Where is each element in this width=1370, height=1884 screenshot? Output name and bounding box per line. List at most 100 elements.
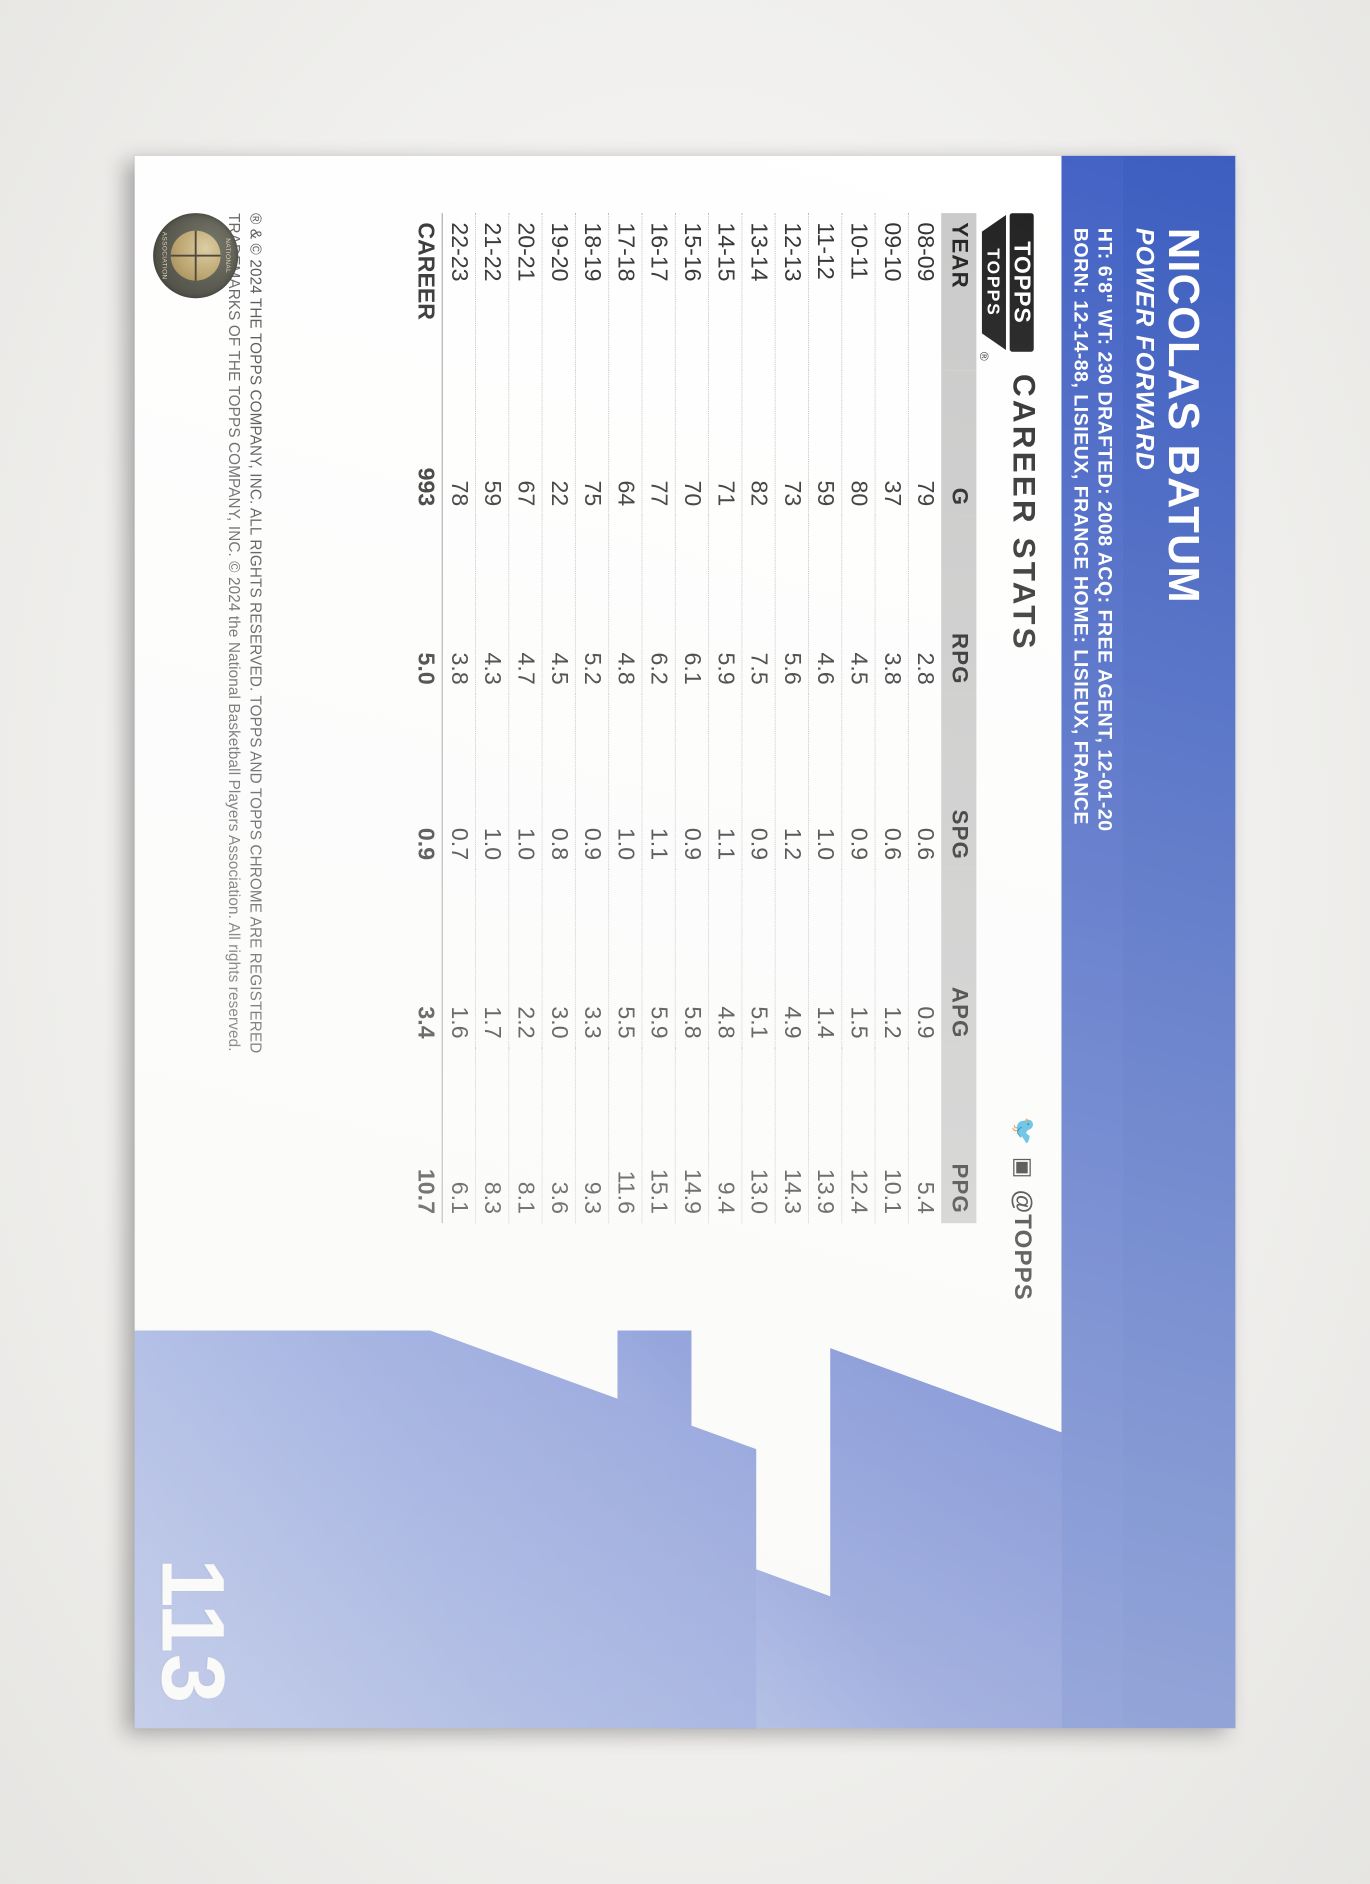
cell-ppg: 9.4 — [708, 1047, 742, 1224]
social-handle: @TOPPS — [1009, 1189, 1038, 1301]
table-row: 14-15 71 5.9 1.1 4.8 9.4 — [708, 213, 742, 1224]
player-name: NICOLAS BATUM — [1159, 227, 1209, 604]
cell-apg: 1.7 — [475, 869, 509, 1048]
cell-spg: 1.0 — [475, 693, 509, 870]
col-header-rpg: RPG — [941, 515, 977, 694]
table-row: 12-13 73 5.6 1.2 4.9 14.3 — [775, 213, 809, 1224]
cell-ppg: 13.0 — [741, 1047, 776, 1224]
cell-year: 12-13 — [775, 213, 809, 371]
cell-spg: 1.0 — [608, 693, 642, 870]
cell-rpg: 6.2 — [641, 515, 676, 694]
table-row: 10-11 80 4.5 0.9 1.5 12.4 — [841, 213, 876, 1224]
cell-spg: 1.1 — [641, 693, 676, 870]
legal-text: ® & © 2024 THE TOPPS COMPANY, INC. ALL R… — [223, 213, 264, 1147]
table-row: 16-17 77 6.2 1.1 5.9 15.1 — [641, 213, 676, 1224]
cell-apg: 5.5 — [608, 869, 642, 1048]
cell-rpg: 4.6 — [808, 515, 842, 694]
cell-g: 993 — [409, 370, 443, 516]
cell-year: 11-12 — [808, 213, 842, 371]
cell-apg: 2.2 — [508, 869, 543, 1048]
cell-spg: 0.9 — [741, 693, 776, 870]
nbpa-top-text: NATIONAL — [224, 238, 231, 274]
cell-ppg: 12.4 — [841, 1047, 876, 1224]
cell-spg: 0.9 — [575, 693, 609, 870]
cell-g: 67 — [508, 370, 543, 516]
cell-apg: 3.4 — [409, 869, 443, 1048]
player-bio-strip: HT: 6'8" WT: 230 DRAFTED: 2008 ACQ: FREE… — [1061, 155, 1123, 1729]
cell-apg: 5.8 — [675, 869, 709, 1048]
cell-ppg: 9.3 — [575, 1047, 609, 1224]
table-row: 20-21 67 4.7 1.0 2.2 8.1 — [508, 213, 543, 1224]
cell-year: 13-14 — [741, 213, 776, 371]
cell-ppg: 6.1 — [442, 1047, 476, 1224]
table-row: 11-12 59 4.6 1.0 1.4 13.9 — [808, 213, 842, 1224]
cell-spg: 0.8 — [542, 693, 576, 870]
cell-ppg: 11.6 — [608, 1047, 642, 1224]
cell-ppg: 10.1 — [875, 1047, 909, 1224]
col-header-ppg: PPG — [941, 1047, 977, 1224]
cell-spg: 0.9 — [841, 693, 876, 870]
table-row: 22-23 78 3.8 0.7 1.6 6.1 — [442, 213, 476, 1224]
cell-ppg: 8.3 — [475, 1047, 509, 1224]
cell-rpg: 3.8 — [442, 515, 476, 694]
table-row: 21-22 59 4.3 1.0 1.7 8.3 — [475, 213, 509, 1224]
trading-card-back: NICOLAS BATUM POWER FORWARD HT: 6'8" WT:… — [134, 155, 1236, 1729]
cell-ppg: 3.6 — [542, 1047, 576, 1224]
cell-rpg: 5.6 — [775, 515, 809, 694]
cell-ppg: 13.9 — [808, 1047, 842, 1224]
cell-year: 09-10 — [875, 213, 909, 371]
cell-spg: 0.6 — [908, 693, 942, 870]
cell-spg: 0.9 — [409, 693, 443, 870]
svg-text:TOPPS: TOPPS — [1009, 241, 1035, 324]
cell-year: 20-21 — [508, 213, 543, 371]
cell-apg: 1.5 — [841, 869, 876, 1048]
cell-rpg: 4.5 — [542, 515, 576, 694]
cell-year: 10-11 — [841, 213, 876, 371]
cell-ppg: 5.4 — [908, 1047, 942, 1224]
cell-g: 75 — [575, 370, 609, 516]
cell-g: 78 — [442, 370, 476, 516]
cell-apg: 3.3 — [575, 869, 609, 1048]
cell-apg: 0.9 — [908, 869, 942, 1048]
cell-g: 70 — [675, 370, 709, 516]
cell-year: 17-18 — [608, 213, 642, 371]
cell-rpg: 2.8 — [908, 515, 942, 694]
cell-year: 19-20 — [542, 213, 576, 371]
career-total-row: CAREER 993 5.0 0.9 3.4 10.7 — [409, 213, 443, 1224]
cell-apg: 1.2 — [875, 869, 909, 1048]
cell-g: 71 — [708, 370, 742, 516]
bio-line-physical: HT: 6'8" WT: 230 DRAFTED: 2008 ACQ: FREE… — [1094, 227, 1116, 832]
cell-g: 37 — [875, 370, 909, 516]
svg-text:TOPPS: TOPPS — [983, 248, 1003, 316]
col-header-year: YEAR — [941, 213, 977, 371]
cell-spg: 1.0 — [808, 693, 842, 870]
registered-mark: ® — [977, 351, 992, 361]
table-row: 09-10 37 3.8 0.6 1.2 10.1 — [875, 213, 909, 1224]
cell-apg: 5.9 — [641, 869, 676, 1048]
table-body: 08-09 79 2.8 0.6 0.9 5.4 09-10 37 3.8 0.6 1.2 10.1 1… — [409, 213, 942, 1224]
card-body: TOPPS TOPPS ® CAREER STATS 🐦 ▣ @TOPPS YE… — [135, 156, 1062, 1729]
twitter-bird-icon: 🐦 — [1010, 1116, 1037, 1146]
legal-line-1: ® & © 2024 THE TOPPS COMPANY, INC. ALL R… — [246, 213, 263, 1054]
cell-rpg: 5.0 — [409, 515, 443, 694]
cell-g: 80 — [841, 370, 876, 516]
cell-g: 64 — [608, 370, 642, 516]
cell-rpg: 3.8 — [875, 515, 909, 694]
cell-year: 21-22 — [475, 213, 509, 371]
table-header-row: YEAR G RPG SPG APG PPG — [941, 213, 977, 1224]
cell-apg: 4.9 — [775, 869, 809, 1048]
cell-spg: 0.6 — [875, 693, 909, 870]
col-header-apg: APG — [941, 869, 977, 1048]
nbpa-seal-icon: NATIONAL ASSOCIATION — [153, 213, 239, 299]
cell-spg: 0.7 — [442, 693, 476, 870]
cell-apg: 5.1 — [741, 869, 776, 1048]
cell-spg: 1.2 — [775, 693, 809, 870]
cell-g: 59 — [808, 370, 842, 516]
cell-g: 22 — [542, 370, 576, 516]
col-header-spg: SPG — [941, 693, 977, 870]
cell-rpg: 5.2 — [575, 515, 609, 694]
cell-ppg: 14.9 — [675, 1047, 709, 1224]
page-title: CAREER STATS — [1005, 374, 1042, 652]
cell-g: 77 — [641, 370, 676, 516]
cell-year: 22-23 — [442, 213, 476, 371]
